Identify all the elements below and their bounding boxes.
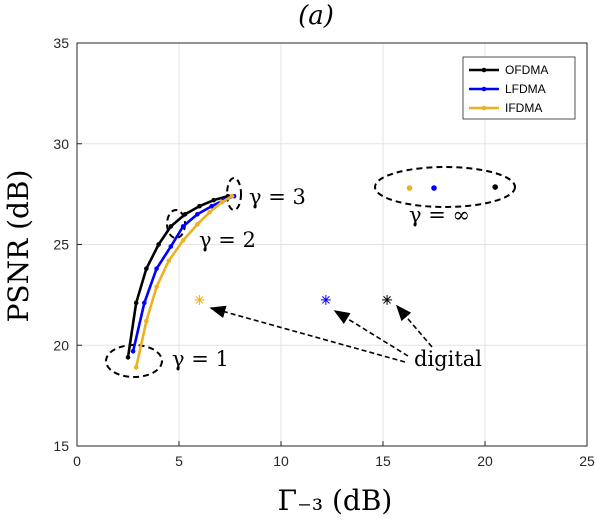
digital-arrow-3: [395, 304, 433, 348]
digital-arrow-1: [209, 305, 406, 363]
legend-label-lfdma: LFDMA: [505, 82, 546, 96]
data-point-ifdma: [133, 365, 139, 370]
ellipse-gamma2: [166, 209, 186, 239]
y-tick-label: 20: [53, 337, 69, 353]
ellipse-gamma3: [226, 177, 242, 211]
infinity-point-ofdma: [492, 184, 499, 190]
series-layer: [125, 193, 237, 370]
data-point-ifdma: [144, 318, 149, 324]
x-tick-label: 5: [175, 453, 183, 469]
data-point-ifdma: [229, 193, 235, 199]
data-point-ofdma: [168, 224, 174, 229]
data-point-ofdma: [182, 211, 188, 217]
annotation-gamma3: γ = 3: [249, 185, 306, 209]
digital-marker-lfdma: [320, 294, 331, 305]
data-point-lfdma: [180, 224, 186, 229]
x-tick-label: 25: [579, 453, 595, 469]
digital-marker-ofdma: [382, 294, 393, 305]
y-tick-label: 30: [53, 136, 69, 152]
data-point-ofdma: [125, 355, 131, 360]
y-tick-label: 35: [53, 35, 69, 51]
ellipse-gamma-infinity: [374, 166, 516, 208]
data-point-lfdma: [142, 300, 147, 306]
series-line-lfdma: [131, 194, 235, 352]
x-tick-label: 20: [477, 453, 493, 469]
x-tick-label: 10: [273, 453, 289, 469]
data-point-lfdma: [130, 348, 136, 354]
data-point-ofdma: [197, 203, 202, 209]
data-point-ifdma: [166, 258, 172, 263]
legend-marker-ofdma: [481, 67, 487, 73]
data-point-lfdma: [195, 211, 200, 217]
digital-arrow-2: [333, 310, 409, 357]
x-axis-label: Γ₋₃ (dB): [278, 484, 393, 517]
data-point-ifdma: [180, 238, 186, 243]
data-point-lfdma: [168, 244, 174, 249]
annotation-gamma-infinity: γ = ∞: [409, 203, 470, 227]
infinity-point-ifdma: [406, 185, 413, 191]
legend: OFDMA LFDMA IFDMA: [462, 56, 576, 120]
annotation-gamma1: γ = 1: [172, 347, 229, 371]
axis-ticks: 0 5 10 15 20 25 15 20 25 30 35: [53, 35, 595, 469]
data-point-lfdma: [209, 203, 214, 209]
digital-marker-ifdma: [194, 294, 205, 305]
data-point-lfdma: [154, 266, 159, 271]
data-point-ofdma: [144, 266, 149, 271]
data-point-ofdma: [156, 242, 161, 247]
data-point-ifdma: [219, 199, 225, 205]
legend-marker-ifdma: [481, 105, 487, 111]
infinity-point-lfdma: [431, 185, 437, 191]
y-tick-label: 15: [53, 438, 69, 454]
data-point-ofdma: [211, 197, 216, 203]
annotation-gamma2: γ = 2: [199, 228, 256, 252]
plot-area-frame: [76, 42, 588, 447]
data-point-ofdma: [133, 300, 139, 306]
legend-marker-lfdma: [481, 86, 487, 92]
legend-label-ofdma: OFDMA: [505, 63, 548, 77]
y-tick-label: 25: [53, 237, 69, 253]
y-axis-label: PSNR (dB): [2, 170, 35, 323]
x-tick-label: 15: [375, 453, 391, 469]
annotation-digital: digital: [414, 347, 482, 371]
chart-title: (a): [298, 1, 334, 31]
data-point-ifdma: [154, 284, 159, 290]
x-tick-label: 0: [73, 453, 81, 469]
special-points-layer: [194, 184, 499, 305]
data-point-ifdma: [207, 209, 212, 215]
legend-label-ifdma: IFDMA: [505, 101, 542, 115]
data-point-ifdma: [195, 222, 200, 227]
